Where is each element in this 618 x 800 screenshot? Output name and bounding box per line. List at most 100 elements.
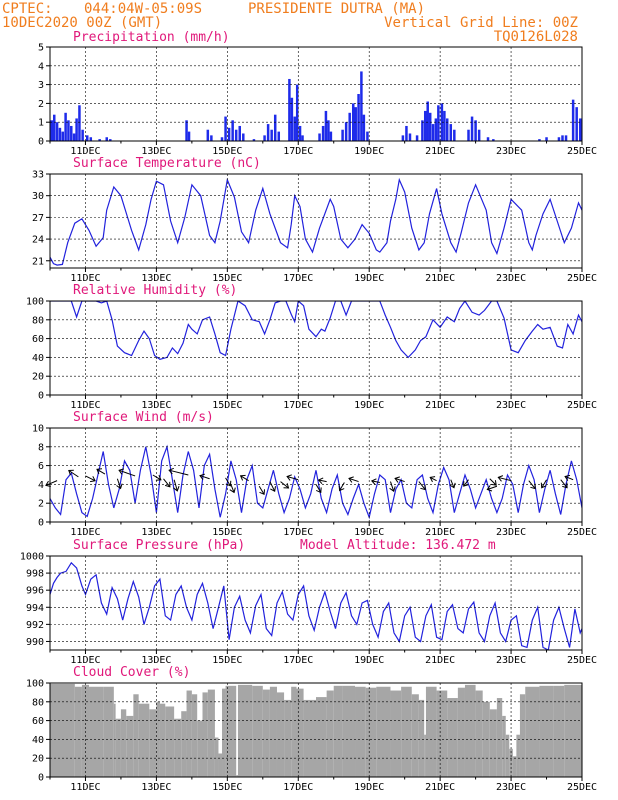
humidity-xtick-label: 13DEC — [141, 400, 171, 411]
cloud-bar — [355, 686, 366, 777]
cloud-bar — [447, 698, 458, 777]
wind-vector-head — [164, 481, 171, 488]
cloud-bar — [120, 709, 127, 777]
pressure-ytick-label: 994 — [26, 603, 44, 614]
precip-bar — [53, 114, 56, 141]
humidity-xtick-label: 23DEC — [496, 400, 526, 411]
temp-xtick-label: 13DEC — [141, 273, 171, 284]
precip-bar — [449, 124, 453, 141]
wind-vector-head — [270, 486, 276, 492]
precip-bar — [206, 129, 210, 141]
cloud-bar — [103, 686, 114, 777]
precip-bar — [357, 94, 360, 141]
panel-1: 21 24 27 30 33 11DEC 13DEC 15DEC 17DEC 19DEC 21DEC… — [32, 156, 597, 284]
wind-vector-head — [239, 474, 246, 481]
wind-vector — [371, 480, 380, 484]
cloud-bar — [539, 685, 554, 777]
precip-bar — [187, 131, 191, 141]
wind-vector-head — [259, 489, 265, 496]
cloud-bar — [138, 703, 150, 777]
humidity-ytick-label: 0 — [38, 391, 44, 402]
cloud-bar — [516, 734, 520, 777]
wind-vector — [450, 479, 455, 488]
wind-vector — [390, 481, 395, 492]
precip-bar — [431, 124, 435, 141]
cloud-bar — [505, 734, 510, 777]
wind-xtick-label: 21DEC — [425, 527, 455, 538]
wind-xtick-label: 11DEC — [70, 527, 100, 538]
precip-bar — [220, 137, 224, 141]
precip-bar — [89, 137, 93, 141]
wind-vector — [339, 482, 345, 491]
precip-bar — [401, 135, 405, 141]
precip-bar — [474, 120, 477, 141]
precip-bar — [348, 112, 351, 141]
precip-bar — [421, 120, 424, 141]
wind-vector-head — [229, 487, 236, 494]
cloud-bar — [365, 687, 377, 777]
precip-bar — [98, 139, 101, 141]
precip-bar — [492, 139, 495, 141]
cloud-ytick-label: 100 — [26, 679, 44, 690]
humidity-xtick-label: 19DEC — [354, 400, 384, 411]
wind-ytick-label: 6 — [38, 461, 44, 472]
wind-vector-head — [394, 476, 400, 483]
cloud-bar — [464, 684, 476, 777]
wind-line — [50, 444, 582, 520]
cloud-bar — [316, 697, 327, 777]
wind-vector — [240, 475, 249, 482]
wind-xtick-label: 23DEC — [496, 527, 526, 538]
precip-bar — [443, 110, 446, 141]
wind-vector — [173, 479, 178, 492]
precip-ytick-label: 3 — [38, 80, 44, 91]
precip-bar — [354, 107, 357, 141]
temp-xtick-label: 23DEC — [496, 273, 526, 284]
precip-bar — [185, 120, 188, 141]
panel-3: 0 2 4 6 8 10 11DEC 13DEC 15DEC 17DEC 19DEC 21DEC 23D… — [32, 410, 597, 538]
cloud-bar — [418, 699, 425, 777]
precip-bar — [360, 71, 363, 141]
wind-vector — [116, 478, 122, 489]
wind-vector — [560, 479, 568, 489]
cloud-bar — [376, 686, 391, 777]
cloud-bar — [159, 703, 166, 777]
wind-vector-head — [486, 485, 493, 492]
precip-xtick-label: 19DEC — [354, 146, 384, 157]
precip-bar — [295, 84, 299, 141]
pressure-ytick-label: 996 — [26, 586, 44, 597]
precip-bar — [55, 122, 59, 141]
precip-bar — [67, 120, 70, 141]
wind-vector — [394, 477, 405, 483]
precip-bar — [75, 118, 78, 141]
wind-vector — [280, 481, 289, 489]
panel-0: 0 1 2 3 4 5 11DEC 13DEC 15DEC 17DEC 19DEC 21DEC 23DE… — [38, 30, 597, 157]
header-grid-note: Vertical Grid Line: 00Z — [384, 15, 578, 31]
temp-xtick-label: 21DEC — [425, 273, 455, 284]
wind-vector — [85, 475, 96, 482]
precip-bar — [290, 97, 294, 141]
precip-bar — [301, 135, 304, 141]
humidity-xtick-label: 11DEC — [70, 400, 100, 411]
precip-bar — [81, 129, 84, 141]
wind-vector-head — [429, 476, 436, 483]
wind-vector — [489, 478, 497, 486]
wind-vector-head — [564, 474, 571, 481]
humidity-xtick-label: 17DEC — [283, 400, 313, 411]
cloud-xtick-label: 11DEC — [70, 782, 100, 793]
pressure-ytick-label: 998 — [26, 569, 44, 580]
precip-xtick-label: 25DEC — [567, 146, 597, 157]
precip-bar — [238, 125, 241, 141]
wind-vector-head — [286, 474, 292, 481]
precip-xtick-label: 15DEC — [212, 146, 242, 157]
wind-ytick-label: 0 — [38, 518, 44, 529]
wind-vector-head — [199, 473, 205, 480]
precip-bar — [477, 129, 481, 141]
cloud-bar — [303, 699, 316, 777]
cloud-bar — [390, 690, 402, 777]
pressure-xtick-label: 11DEC — [70, 655, 100, 666]
wind-vector — [199, 475, 210, 480]
wind-vector-head — [316, 487, 322, 494]
precip-bar — [341, 129, 344, 141]
cloud-bar — [436, 690, 448, 777]
header-station: PRESIDENTE DUTRA (MA) — [248, 1, 425, 17]
